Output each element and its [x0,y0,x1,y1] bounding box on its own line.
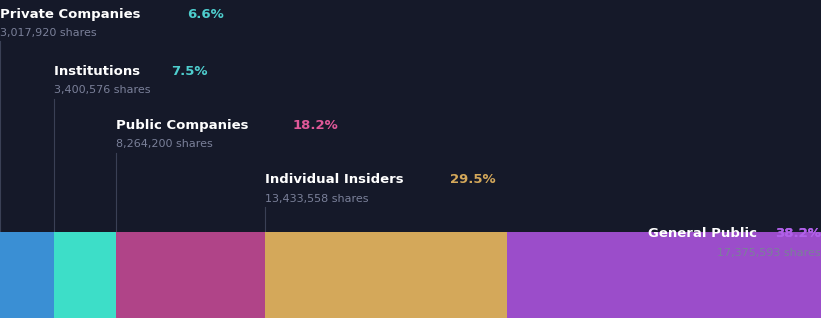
Bar [116,232,265,318]
Text: 38.2%: 38.2% [775,227,821,240]
Text: Institutions: Institutions [54,65,145,78]
Text: 6.6%: 6.6% [187,8,224,21]
Bar [54,232,116,318]
Bar [507,232,821,318]
Text: General Public: General Public [649,227,762,240]
Text: 8,264,200 shares: 8,264,200 shares [116,140,213,149]
Text: Individual Insiders: Individual Insiders [265,173,408,186]
Text: 38.2%: 38.2% [775,227,821,240]
Text: 3,400,576 shares: 3,400,576 shares [54,86,151,95]
Text: 18.2%: 18.2% [293,119,338,132]
Text: 13,433,558 shares: 13,433,558 shares [265,194,369,204]
Text: Public Companies: Public Companies [116,119,253,132]
Text: 3,017,920 shares: 3,017,920 shares [0,28,97,38]
Text: Private Companies: Private Companies [0,8,145,21]
Text: 29.5%: 29.5% [450,173,496,186]
Text: 17,375,593 shares: 17,375,593 shares [718,248,821,258]
Bar [265,232,507,318]
Text: 7.5%: 7.5% [172,65,208,78]
Bar [0,232,54,318]
